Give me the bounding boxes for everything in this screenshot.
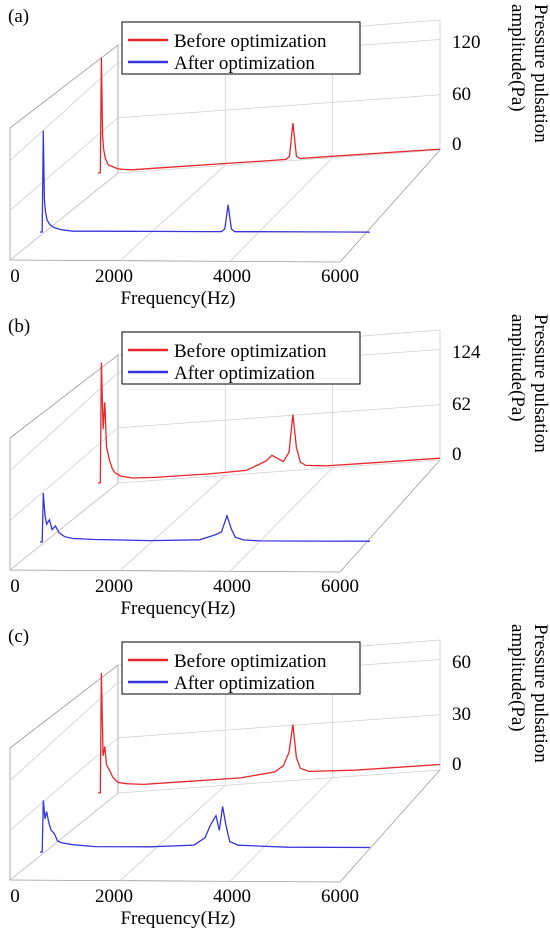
z-tick-label: 62 (452, 394, 471, 415)
series-after-line (40, 800, 371, 853)
z-tick-label: 124 (452, 342, 481, 363)
wall-gridline (9, 682, 119, 781)
x-axis-title: Frequency(Hz) (120, 288, 235, 309)
x-tick-label: 0 (10, 266, 20, 287)
legend-label-before: Before optimization (174, 341, 327, 362)
legend-label-after: After optimization (174, 673, 315, 694)
wall-gridline (9, 482, 119, 571)
z-gridline (117, 769, 441, 794)
z-axis-title-line1: Pressure pulsation (530, 314, 550, 453)
z-axis-title-line1: Pressure pulsation (530, 4, 550, 143)
series-after-line (40, 130, 371, 233)
wall-gridline (9, 117, 119, 211)
z-gridline (117, 94, 441, 119)
z-tick-label: 0 (452, 134, 462, 155)
floor-gridline (229, 777, 333, 882)
z-axis-title-line2: amplitude(Pa) (507, 624, 528, 732)
wall-gridline (9, 737, 119, 831)
series-before-line (97, 362, 441, 484)
z-gridline (117, 149, 441, 174)
legend-label-after: After optimization (174, 363, 315, 384)
z-gridline (117, 459, 441, 484)
legend-box (121, 641, 361, 695)
x-axis-title: Frequency(Hz) (120, 598, 235, 619)
floor-gridline (119, 165, 226, 261)
wall-gridline (9, 62, 119, 161)
wall-gridline (9, 172, 119, 261)
x-tick-label: 2000 (95, 886, 133, 907)
z-tick-label: 30 (452, 704, 471, 725)
legend-label-before: Before optimization (174, 31, 327, 52)
series-after-line (40, 492, 371, 543)
z-gridline (117, 404, 441, 429)
z-tick-label: 120 (452, 32, 481, 53)
series-before-line (97, 673, 441, 794)
z-tick-label: 0 (452, 754, 462, 775)
legend-label-before: Before optimization (174, 651, 327, 672)
panel-label: (a) (8, 6, 29, 27)
x-tick-label: 2000 (95, 266, 133, 287)
wall-gridline (9, 372, 119, 471)
x-tick-label: 6000 (321, 886, 359, 907)
z-axis-title-line2: amplitude(Pa) (507, 4, 528, 112)
x-axis-title: Frequency(Hz) (120, 908, 235, 929)
floor-gridline (229, 157, 333, 262)
floor-edge (9, 149, 441, 263)
z-tick-label: 0 (452, 444, 462, 465)
x-tick-label: 0 (10, 576, 20, 597)
panel-label: (b) (8, 316, 30, 337)
legend-box (121, 331, 361, 385)
x-tick-label: 0 (10, 886, 20, 907)
z-tick-label: 60 (452, 652, 471, 673)
floor-gridline (229, 467, 333, 572)
floor-gridline (119, 475, 226, 571)
x-tick-label: 2000 (95, 576, 133, 597)
panel-label: (c) (8, 626, 29, 647)
floor-edge (9, 769, 441, 883)
x-tick-label: 4000 (213, 576, 251, 597)
z-axis-title-line2: amplitude(Pa) (507, 314, 528, 422)
legend-box (121, 21, 361, 75)
floor-gridline (119, 785, 226, 881)
wall-gridline (9, 427, 119, 521)
floor-edge (9, 459, 441, 573)
legend-label-after: After optimization (174, 53, 315, 74)
x-tick-label: 4000 (213, 266, 251, 287)
series-before-line (97, 57, 441, 174)
x-tick-label: 6000 (321, 266, 359, 287)
z-tick-label: 60 (452, 84, 471, 105)
z-axis-title-line1: Pressure pulsation (530, 624, 550, 763)
x-tick-label: 4000 (213, 886, 251, 907)
wall-gridline (9, 792, 119, 881)
z-gridline (117, 714, 441, 739)
x-tick-label: 6000 (321, 576, 359, 597)
